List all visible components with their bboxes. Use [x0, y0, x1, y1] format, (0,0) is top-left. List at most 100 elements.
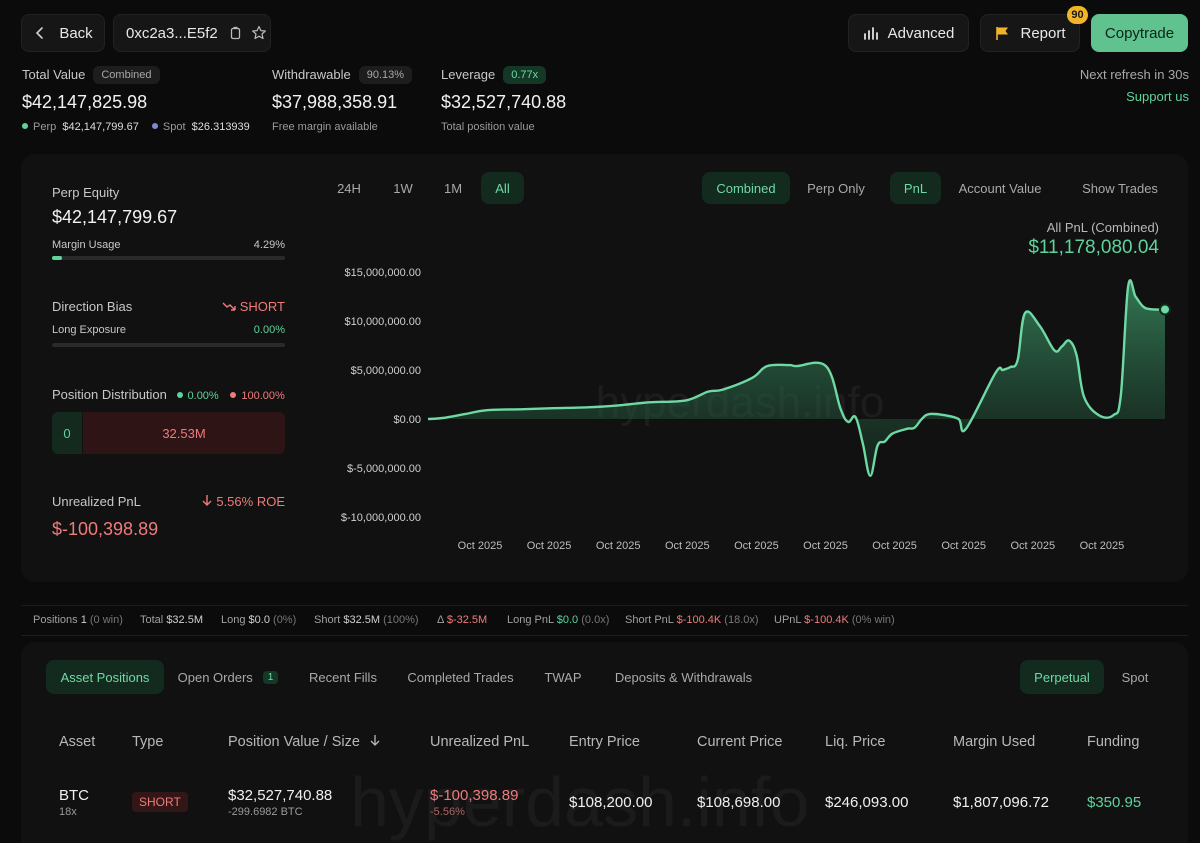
tab-spot[interactable]: Spot	[1121, 669, 1149, 685]
x-tick-label: Oct 2025	[596, 540, 641, 552]
col-asset[interactable]: Asset	[59, 734, 96, 750]
range-1m[interactable]: 1M	[443, 180, 463, 196]
wallet-address: 0xc2a3...E5f2	[126, 24, 218, 42]
table-watermark: hyperdash.info	[350, 762, 809, 842]
dist-short-value: 32.53M	[162, 425, 206, 441]
copy-icon[interactable]	[228, 26, 242, 40]
metric-account-value[interactable]: Account Value	[958, 180, 1042, 196]
withdrawable-pill: 90.13%	[358, 66, 413, 84]
withdrawable-label: Withdrawable	[272, 67, 351, 82]
row-margin-used: $1,807,096.72	[953, 794, 1049, 811]
perp-equity-value: $42,147,799.67	[52, 207, 178, 227]
long-exposure-value: 0.00%	[253, 324, 285, 336]
row-current-price: $108,698.00	[697, 794, 781, 811]
spot-label: Spot	[162, 121, 186, 133]
x-tick-label: Oct 2025	[941, 540, 986, 552]
x-tick-label: Oct 2025	[458, 540, 503, 552]
open-orders-count: 1	[262, 670, 279, 684]
tab-completed-trades[interactable]: Completed Trades	[407, 669, 514, 685]
x-tick-label: Oct 2025	[803, 540, 848, 552]
col-unrealized-pnl[interactable]: Unrealized PnL	[430, 734, 530, 750]
perp-dot	[22, 123, 28, 129]
withdrawable-value: $37,988,358.91	[272, 92, 398, 112]
col-type[interactable]: Type	[132, 734, 164, 750]
long-exposure-bar	[52, 343, 285, 347]
tab-open-orders[interactable]: Open Orders 1	[172, 660, 284, 694]
unrealized-pnl-label: Unrealized PnL	[52, 494, 141, 509]
row-unrealized-pnl: $-100,398.89	[430, 787, 519, 804]
row-asset: BTC	[59, 787, 89, 804]
direction-bias-label: Direction Bias	[52, 299, 133, 314]
withdrawable-sub: Free margin available	[272, 121, 378, 133]
report-button[interactable]: Report	[980, 14, 1080, 52]
margin-usage-fill	[52, 256, 62, 260]
summary-total: Total $32.5M	[140, 614, 204, 626]
tab-perpetual[interactable]: Perpetual	[1020, 660, 1104, 694]
tab-asset-positions[interactable]: Asset Positions	[46, 660, 164, 694]
mode-perp-only[interactable]: Perp Only	[807, 180, 865, 196]
dist-short-pct: 100.00%	[241, 390, 285, 402]
leverage-value: $32,527,740.88	[441, 92, 567, 112]
position-distribution-row: Position Distribution 0.00% 100.00%	[52, 387, 285, 402]
pnl-area	[428, 280, 1165, 476]
metric-pnl[interactable]: PnL	[890, 172, 941, 204]
report-label: Report	[1020, 24, 1066, 42]
chart-summary-label: All PnL (Combined)	[1046, 220, 1159, 235]
x-tick-label: Oct 2025	[665, 540, 710, 552]
x-tick-label: Oct 2025	[1010, 540, 1055, 552]
col-funding[interactable]: Funding	[1087, 734, 1140, 750]
range-all[interactable]: All	[481, 172, 524, 204]
row-funding: $350.95	[1087, 794, 1142, 811]
pnl-endpoint[interactable]	[1159, 303, 1171, 316]
col-margin-used[interactable]: Margin Used	[953, 734, 1036, 750]
flag-icon	[996, 26, 1009, 40]
sort-desc-icon	[370, 735, 380, 746]
col-current-price[interactable]: Current Price	[697, 734, 783, 750]
col-position-value[interactable]: Position Value / Size	[228, 734, 380, 750]
support-link[interactable]: Support us	[1126, 89, 1189, 104]
x-tick-label: Oct 2025	[734, 540, 779, 552]
tab-open-orders-label: Open Orders	[177, 669, 253, 685]
roe-group: 5.56% ROE	[185, 494, 285, 509]
short-dot	[230, 392, 237, 398]
back-label: Back	[59, 24, 93, 42]
row-type-badge: SHORT	[132, 792, 188, 812]
back-button[interactable]: Back	[21, 14, 105, 52]
perp-equity-label: Perp Equity	[52, 185, 120, 200]
x-tick-label: Oct 2025	[872, 540, 917, 552]
report-count-badge: 90	[1067, 6, 1088, 24]
total-value-label: Total Value	[22, 67, 86, 82]
pnl-chart: hyperdash.info $15,000,000.00$10,000,000…	[341, 267, 1171, 552]
summary-short: Short $32.5M (100%)	[314, 614, 419, 626]
bar-chart-icon	[863, 27, 878, 40]
show-trades-toggle[interactable]: Show Trades	[1082, 180, 1158, 196]
copytrade-button[interactable]: Copytrade	[1091, 14, 1188, 52]
y-tick-label: $-5,000,000.00	[347, 463, 421, 475]
mode-combined[interactable]: Combined	[702, 172, 790, 204]
tab-recent-fills[interactable]: Recent Fills	[309, 669, 377, 685]
direction-bias-value-group: SHORT	[185, 299, 285, 314]
dist-long-segment: 0	[52, 412, 82, 454]
col-position-value-label: Position Value / Size	[228, 734, 360, 750]
col-entry-price[interactable]: Entry Price	[569, 734, 640, 750]
row-entry-price: $108,200.00	[569, 794, 653, 811]
combined-pill: Combined	[93, 66, 160, 84]
range-24h[interactable]: 24H	[337, 180, 361, 196]
advanced-button[interactable]: Advanced	[848, 14, 969, 52]
arrow-down-icon	[202, 495, 212, 506]
summary-delta: Δ $-32.5M	[437, 614, 488, 626]
tab-deposits-withdrawals[interactable]: Deposits & Withdrawals	[614, 669, 753, 685]
positions-panel	[21, 642, 1188, 843]
dist-long-pct: 0.00%	[187, 390, 219, 402]
chart-summary-value: $11,178,080.04	[1028, 237, 1159, 258]
leverage-label: Leverage	[441, 67, 496, 82]
advanced-label: Advanced	[887, 24, 955, 42]
range-1w[interactable]: 1W	[393, 180, 413, 196]
row-position-value: $32,527,740.88	[228, 787, 333, 804]
position-distribution-label: Position Distribution	[52, 387, 167, 402]
col-liq-price[interactable]: Liq. Price	[825, 734, 886, 750]
row-liq-price: $246,093.00	[825, 794, 909, 811]
y-tick-label: $10,000,000.00	[345, 316, 421, 328]
star-icon[interactable]	[251, 25, 267, 41]
tab-twap[interactable]: TWAP	[544, 669, 582, 685]
